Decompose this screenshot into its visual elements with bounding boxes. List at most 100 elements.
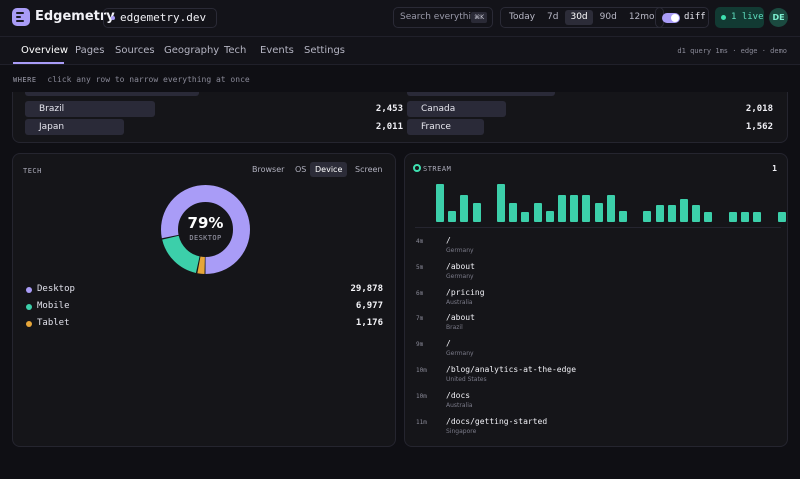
tech-card-title: TECH — [23, 167, 42, 175]
tab-sources[interactable]: Sources — [115, 45, 155, 56]
legend-value: 6,977 — [355, 301, 383, 311]
tab-events[interactable]: Events — [260, 45, 294, 56]
stream-bar — [460, 195, 469, 222]
top-bar: Edgemetry edgemetry.dev Search everythin… — [0, 0, 800, 36]
stream-event-row[interactable]: 11m/docs/getting-started Singapore — [415, 417, 781, 439]
filter-hint: click any row to narrow everything at on… — [47, 75, 250, 84]
search-shortcut: ⌘K — [471, 12, 487, 23]
geo-country-count: 2,011 — [375, 122, 403, 132]
geo-country-name: France — [421, 122, 451, 132]
geo-country-name: Canada — [421, 104, 456, 114]
event-path: /docs — [446, 390, 471, 400]
stream-bar — [558, 195, 566, 222]
event-time: 10m — [416, 367, 427, 374]
donut-slice-desktop[interactable] — [161, 185, 250, 274]
tech-card: TECH Browser OS Device Screen 79% DESKTO… — [12, 153, 396, 447]
event-path: /about — [446, 261, 475, 271]
event-time: 5m — [416, 263, 424, 271]
tech-seg-os[interactable]: OS — [295, 165, 307, 174]
stream-bar — [509, 203, 518, 222]
stream-live-icon — [413, 164, 421, 172]
where-label: WHERE — [13, 76, 37, 84]
legend-row-desktop[interactable]: Desktop 29,878 — [26, 284, 383, 298]
tab-overview[interactable]: Overview — [21, 45, 69, 56]
brand-name: Edgemetry — [35, 9, 115, 24]
stream-event-row[interactable]: 9m / Germany — [415, 339, 781, 361]
stream-bar — [692, 205, 701, 222]
legend-name: Desktop — [37, 284, 75, 294]
stream-bar — [582, 195, 591, 222]
tab-settings[interactable]: Settings — [304, 45, 346, 56]
stream-event-row[interactable]: 10m/blog/analytics-at-the-edge United Sta… — [415, 365, 781, 387]
stream-event-row[interactable]: 5m/about Germany — [415, 262, 781, 284]
geo-country-name: Brazil — [39, 104, 65, 114]
geo-row-france[interactable]: France 1,562 — [407, 119, 773, 135]
stream-bar — [472, 203, 481, 222]
geo-row-brazil[interactable]: Brazil 2,453 — [25, 101, 403, 117]
stream-bar — [533, 203, 542, 222]
donut-label: DESKTOP — [189, 234, 222, 242]
event-country: Brazil — [446, 324, 463, 332]
search-button[interactable]: Search everything ⌘K — [393, 7, 493, 28]
stream-bar — [545, 211, 554, 222]
event-time: 9m — [416, 341, 424, 349]
legend-dot-icon — [26, 321, 32, 327]
stream-event-row[interactable]: 10m/docs Australia — [415, 391, 781, 413]
range-12mo[interactable]: 12mo — [628, 12, 655, 22]
active-tab-indicator — [13, 62, 64, 64]
live-badge[interactable]: 1 live — [715, 7, 764, 28]
tab-tech[interactable]: Tech — [224, 45, 247, 56]
event-country: Germany — [446, 272, 474, 280]
legend-row-tablet[interactable]: Tablet 1,176 — [26, 318, 383, 332]
tab-geography[interactable]: Geography — [164, 45, 220, 56]
event-time: 11m — [416, 418, 427, 426]
stream-card: STREAM 1 4m / Germany 5m/about Germany 6m/pri… — [404, 153, 788, 447]
stream-bar — [753, 212, 762, 222]
geo-bar — [407, 119, 484, 135]
stream-bar — [619, 211, 627, 222]
range-today[interactable]: Today — [509, 12, 536, 22]
stream-bar — [497, 184, 505, 222]
range-30d[interactable]: 30d — [565, 10, 593, 25]
stream-bar — [594, 203, 603, 222]
tech-seg-screen[interactable]: Screen — [355, 165, 383, 174]
event-path: / — [446, 339, 451, 349]
legend-row-mobile[interactable]: Mobile 6,977 — [26, 301, 383, 315]
legend-name: Tablet — [37, 318, 70, 328]
query-meta: d1 query 1ms · edge · demo — [677, 47, 787, 55]
stream-bar — [436, 184, 444, 222]
stream-event-row[interactable]: 7m/about Brazil — [415, 313, 781, 335]
tab-pages[interactable]: Pages — [75, 45, 105, 56]
tech-seg-device[interactable]: Device — [310, 162, 348, 177]
event-time: 7m — [416, 315, 424, 323]
avatar[interactable]: DE — [769, 8, 788, 27]
stream-bar — [521, 212, 530, 222]
event-country: Australia — [446, 401, 473, 409]
range-7d[interactable]: 7d — [547, 12, 559, 22]
event-country: Germany — [446, 350, 474, 358]
event-time: 10m — [416, 392, 427, 400]
device-donut-chart[interactable] — [158, 182, 253, 277]
live-count: 1 live — [731, 12, 764, 22]
geo-bar — [25, 119, 124, 135]
event-time: 4m — [416, 238, 424, 245]
stream-event-row[interactable]: 6m/pricing Australia — [415, 288, 781, 310]
legend-dot-icon — [26, 304, 32, 310]
geo-row-canada[interactable]: Canada 2,018 — [407, 101, 773, 117]
event-path: /docs/getting-started — [446, 416, 548, 426]
date-range-selector: Today 7d 30d 90d 12mo — [500, 7, 664, 28]
stream-bar — [606, 195, 615, 222]
nav-tabs: Overview Pages Sources Geography Tech Ev… — [0, 36, 800, 65]
range-90d[interactable]: 90d — [599, 12, 617, 22]
event-path: /blog/analytics-at-the-edge — [446, 365, 577, 374]
event-country: Singapore — [446, 427, 477, 435]
site-selector[interactable]: edgemetry.dev — [103, 8, 218, 28]
legend-value: 29,878 — [350, 284, 383, 294]
edgemetry-logo-icon — [12, 8, 30, 26]
stream-event-row[interactable]: 4m / Germany — [415, 236, 781, 258]
geo-row-japan[interactable]: Japan 2,011 — [25, 119, 403, 135]
stream-bar — [777, 212, 786, 222]
stream-bar — [655, 205, 664, 222]
diff-toggle[interactable]: diff — [655, 7, 709, 28]
tech-seg-browser[interactable]: Browser — [252, 165, 285, 174]
